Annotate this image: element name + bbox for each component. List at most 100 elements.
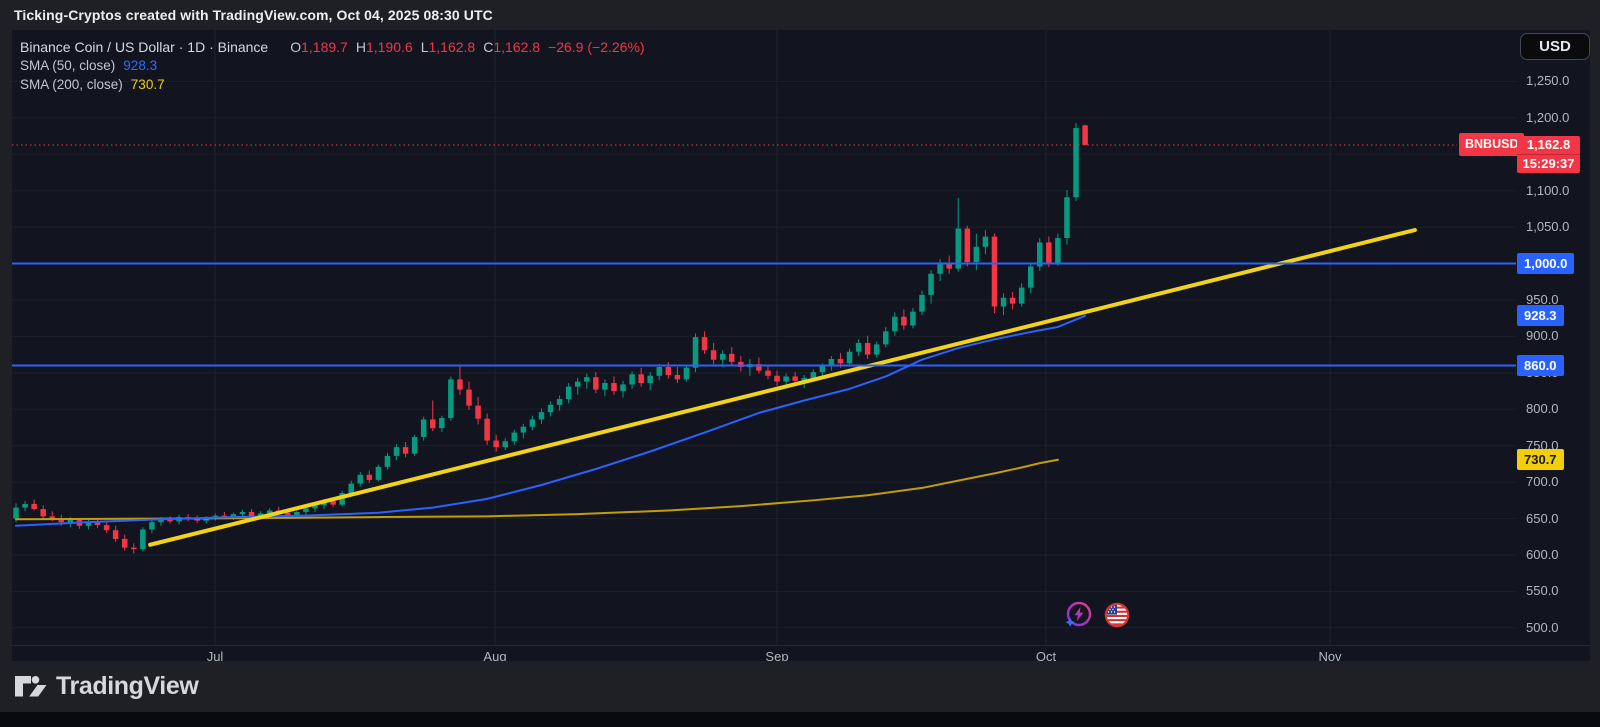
candle[interactable] <box>982 230 989 255</box>
candle[interactable] <box>511 429 518 445</box>
candle[interactable] <box>1037 238 1043 271</box>
candle[interactable] <box>31 499 37 511</box>
candle[interactable] <box>955 197 961 272</box>
sma50-line[interactable] <box>15 314 1087 527</box>
candle[interactable] <box>411 434 418 456</box>
candle[interactable] <box>892 312 898 336</box>
candle[interactable] <box>439 415 445 432</box>
candle[interactable] <box>357 471 364 487</box>
price-tick: 600.0 <box>1526 546 1559 562</box>
candle[interactable] <box>683 364 690 382</box>
chart-pane: Binance Coin / US Dollar · 1D · Binance O… <box>12 30 1590 664</box>
candle[interactable] <box>466 381 472 410</box>
candle[interactable] <box>475 396 481 425</box>
candle[interactable] <box>448 376 454 421</box>
candle[interactable] <box>873 341 880 358</box>
candle[interactable] <box>883 326 889 348</box>
candle[interactable] <box>112 525 119 542</box>
candle[interactable] <box>919 290 925 316</box>
candle[interactable] <box>502 438 508 451</box>
candle[interactable] <box>22 501 28 512</box>
candle[interactable] <box>149 519 155 534</box>
candle[interactable] <box>140 527 146 552</box>
candle[interactable] <box>457 365 463 395</box>
candle[interactable] <box>901 309 907 330</box>
candle[interactable] <box>602 379 608 397</box>
candle[interactable] <box>493 434 499 452</box>
candle[interactable] <box>1073 122 1079 201</box>
candle[interactable] <box>430 400 436 432</box>
candle[interactable] <box>701 331 708 354</box>
candle[interactable] <box>593 372 599 394</box>
candle[interactable] <box>638 367 644 387</box>
candle[interactable] <box>1064 189 1070 245</box>
candle[interactable] <box>167 516 173 524</box>
candle[interactable] <box>946 255 952 274</box>
candle[interactable] <box>131 543 137 554</box>
price-tick: 1,200.0 <box>1526 109 1570 125</box>
candle[interactable] <box>719 350 726 367</box>
candle[interactable] <box>828 356 835 371</box>
candle[interactable] <box>928 270 934 304</box>
candle[interactable] <box>556 395 563 411</box>
sma200-line[interactable] <box>15 458 1059 521</box>
candle[interactable] <box>574 377 581 395</box>
candle[interactable] <box>1055 233 1061 266</box>
candle[interactable] <box>991 233 998 314</box>
candle[interactable] <box>484 413 490 445</box>
candle[interactable] <box>1046 236 1052 268</box>
candle[interactable] <box>611 376 617 395</box>
candle[interactable] <box>103 522 110 534</box>
candle[interactable] <box>547 401 554 417</box>
candle[interactable] <box>375 464 382 482</box>
candle[interactable] <box>774 370 780 386</box>
trendline[interactable] <box>148 228 1417 547</box>
candlestick-chart[interactable] <box>12 30 1516 645</box>
candle[interactable] <box>1018 283 1025 307</box>
lightning-event-icon[interactable] <box>1063 600 1093 630</box>
candle[interactable] <box>565 383 572 404</box>
candle[interactable] <box>366 470 373 483</box>
candle[interactable] <box>121 534 128 551</box>
candle[interactable] <box>1009 291 1016 310</box>
candle[interactable] <box>402 442 409 458</box>
candle[interactable] <box>40 505 46 519</box>
candle[interactable] <box>738 356 744 372</box>
candle[interactable] <box>1027 262 1034 294</box>
tradingview-wordmark[interactable]: TradingView <box>56 672 199 700</box>
candle[interactable] <box>656 364 663 381</box>
close-value: 1,162.8 <box>493 39 541 55</box>
candle[interactable] <box>674 366 681 384</box>
candle[interactable] <box>629 371 635 389</box>
candle[interactable] <box>584 373 590 389</box>
candle[interactable] <box>94 519 101 528</box>
candle[interactable] <box>529 415 536 431</box>
candle[interactable] <box>665 361 672 379</box>
tradingview-logo-icon[interactable] <box>15 676 51 697</box>
candle[interactable] <box>846 348 853 367</box>
candle[interactable] <box>964 225 971 267</box>
candle[interactable] <box>384 452 391 470</box>
candle[interactable] <box>420 416 427 441</box>
candle[interactable] <box>1082 124 1088 145</box>
candle[interactable] <box>973 233 980 271</box>
currency-toggle-button[interactable]: USD <box>1520 33 1590 60</box>
candle[interactable] <box>855 339 862 357</box>
candle[interactable] <box>864 335 871 359</box>
candle[interactable] <box>393 444 400 461</box>
sma50-label[interactable]: SMA (50, close) <box>20 58 116 73</box>
candle[interactable] <box>538 408 545 424</box>
candle[interactable] <box>239 509 246 518</box>
candle[interactable] <box>710 342 717 365</box>
symbol-title[interactable]: Binance Coin / US Dollar · 1D · Binance <box>20 39 269 55</box>
candle[interactable] <box>620 380 626 398</box>
candle[interactable] <box>520 423 527 439</box>
candle[interactable] <box>728 347 735 365</box>
us-flag-event-icon[interactable] <box>1103 601 1133 631</box>
candle[interactable] <box>647 372 653 391</box>
sma200-label[interactable]: SMA (200, close) <box>20 77 123 92</box>
candle[interactable] <box>1000 293 1007 316</box>
candle[interactable] <box>937 259 943 282</box>
candle[interactable] <box>910 307 916 329</box>
candle[interactable] <box>765 364 771 380</box>
